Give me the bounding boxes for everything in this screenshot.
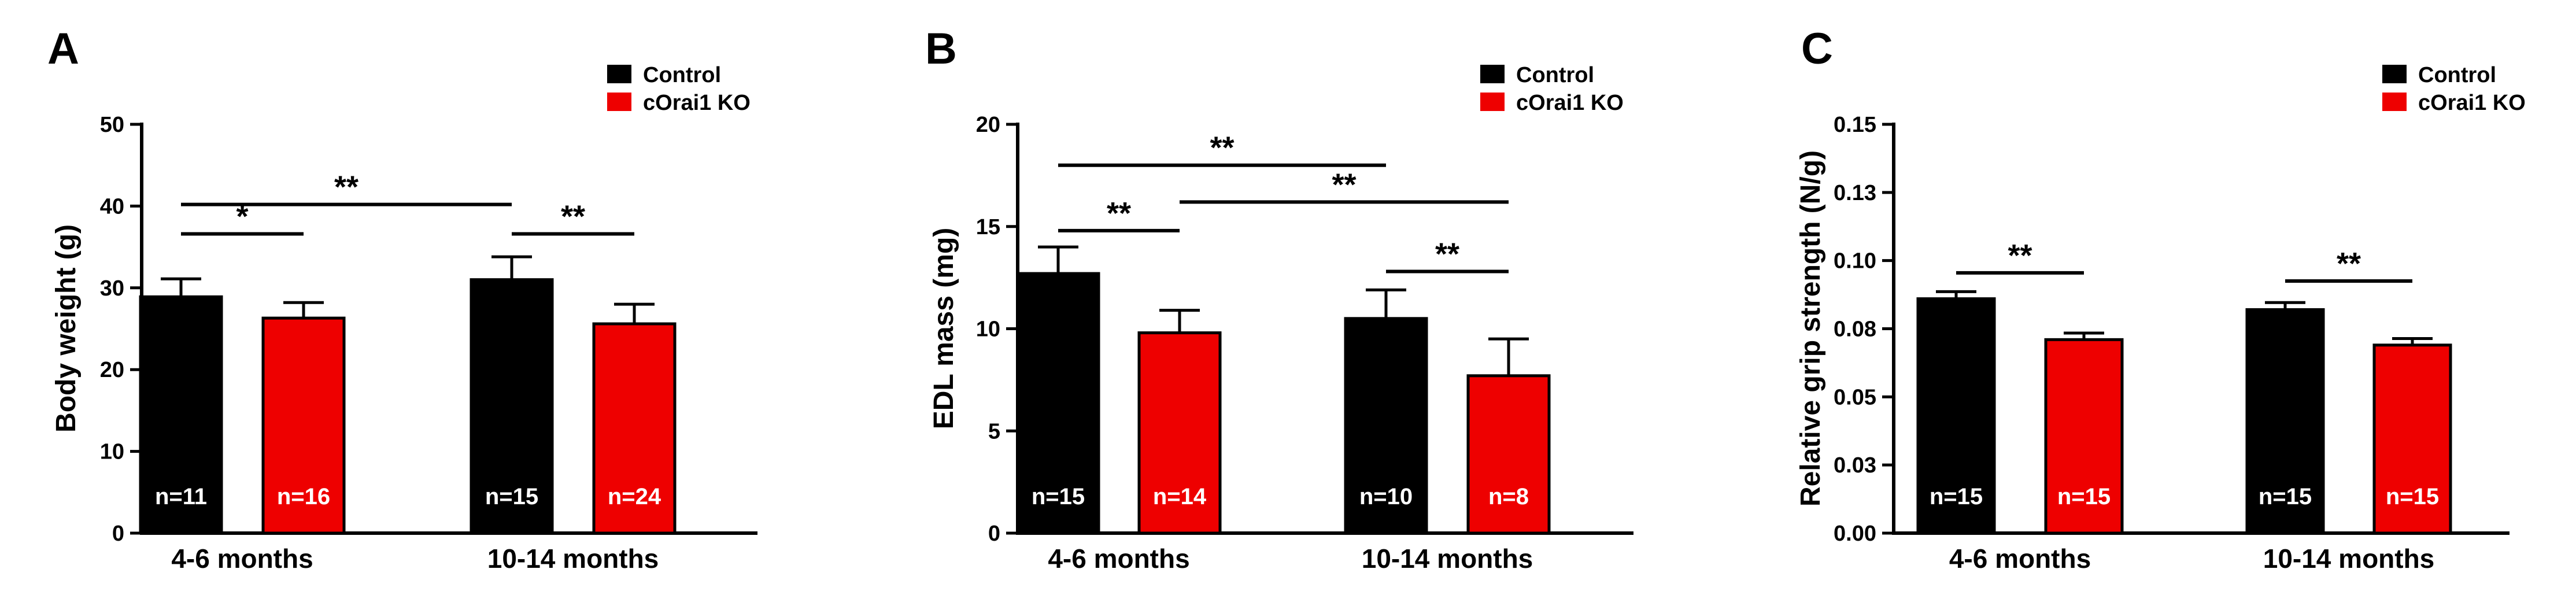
y-tick-label: 5 [988, 419, 1000, 444]
panel-A: A Body weight (g) 0 10 20 30 40 50 n=11 n=16 4-6 m… [47, 24, 757, 574]
significance-stars: ** [334, 170, 359, 205]
panel-letter: A [47, 24, 79, 73]
legend: Control cOrai1 KO [2382, 63, 2526, 115]
bar-ko [1466, 374, 1551, 535]
n-label: n=15 [1032, 484, 1085, 509]
category-label: 10-14 months [2263, 544, 2435, 574]
n-label: n=14 [1153, 484, 1207, 509]
significance-stars: ** [1210, 131, 1234, 165]
y-tick-label: 0.00 [1834, 522, 1876, 546]
y-tick-label: 0.13 [1834, 181, 1876, 205]
n-label: n=15 [2057, 484, 2111, 509]
legend: Control cOrai1 KO [1480, 63, 1624, 115]
bar-control [1916, 297, 1996, 535]
legend-label-ko: cOrai1 KO [1516, 91, 1624, 115]
bar-control [1016, 272, 1100, 535]
n-label: n=15 [485, 484, 538, 509]
y-tick-label: 50 [100, 113, 124, 137]
legend-label-control: Control [643, 63, 721, 87]
category-label: 4-6 months [1949, 544, 2091, 574]
category-label: 10-14 months [487, 544, 659, 574]
bar-control [139, 295, 223, 535]
n-label: n=10 [1359, 484, 1413, 509]
bar-ko [2372, 343, 2452, 535]
significance-stars: ** [1435, 237, 1459, 272]
legend-swatch-control [1480, 65, 1505, 83]
legend-label-control: Control [1516, 63, 1594, 87]
y-tick-label: 20 [976, 113, 1000, 137]
n-label: n=15 [1930, 484, 1983, 509]
bar-ko [592, 322, 677, 535]
n-label: n=24 [608, 484, 661, 509]
y-tick-label: 0.15 [1834, 113, 1876, 137]
panel-letter: C [1801, 24, 1833, 73]
legend-label-ko: cOrai1 KO [2418, 91, 2526, 115]
y-tick-label: 10 [976, 317, 1000, 342]
n-label: n=11 [155, 484, 207, 509]
bar-control [1344, 317, 1428, 535]
n-label: n=15 [2259, 484, 2312, 509]
legend-label-ko: cOrai1 KO [643, 91, 751, 115]
legend-swatch-ko [1480, 93, 1505, 111]
panel-letter: B [925, 24, 957, 73]
y-tick-label: 40 [100, 194, 124, 219]
panel-C: C Relative grip strength (N/g) 0.00 0.03 0.0… [1795, 24, 2526, 574]
legend-swatch-control [607, 65, 631, 83]
category-label: 4-6 months [171, 544, 313, 574]
significance-stars: ** [561, 199, 585, 234]
significance-stars: ** [2337, 246, 2361, 281]
category-label: 10-14 months [1362, 544, 1533, 574]
legend-swatch-ko [2382, 93, 2407, 111]
y-tick-label: 0.05 [1834, 385, 1876, 409]
legend-label-control: Control [2418, 63, 2496, 87]
significance-stars: ** [1107, 196, 1131, 231]
y-tick-label: 0.10 [1834, 249, 1876, 274]
y-tick-label: 10 [100, 440, 124, 464]
n-label: n=8 [1488, 484, 1529, 509]
y-axis-label: EDL mass (mg) [929, 228, 959, 430]
legend-swatch-control [2382, 65, 2407, 83]
legend: Control cOrai1 KO [607, 63, 751, 115]
y-tick-label: 0.03 [1834, 453, 1876, 478]
legend-swatch-ko [607, 93, 631, 111]
y-tick-label: 30 [100, 276, 124, 301]
panel-B: B EDL mass (mg) 0 5 10 15 20 n=15 n=14 4-6 months… [925, 24, 1633, 574]
y-tick-label: 20 [100, 358, 124, 382]
y-tick-label: 0 [112, 522, 124, 546]
y-tick-label: 0 [988, 522, 1000, 546]
category-label: 4-6 months [1048, 544, 1189, 574]
n-label: n=15 [2386, 484, 2439, 509]
y-tick-label: 15 [976, 215, 1000, 239]
bar-control [2245, 308, 2325, 535]
significance-stars: ** [1332, 167, 1356, 202]
n-label: n=16 [277, 484, 330, 509]
significance-stars: * [236, 199, 248, 234]
y-axis-label: Relative grip strength (N/g) [1795, 150, 1826, 507]
y-tick-label: 0.08 [1834, 317, 1876, 342]
y-axis-label: Body weight (g) [51, 224, 82, 433]
significance-stars: ** [2008, 238, 2032, 273]
